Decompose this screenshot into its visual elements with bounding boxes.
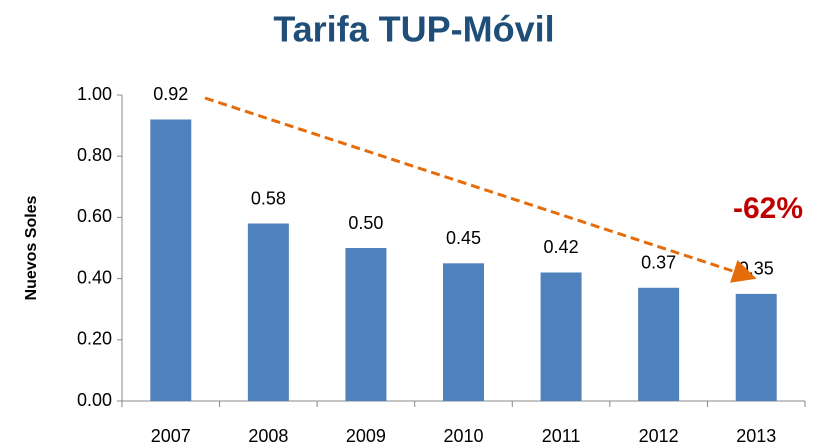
bar: [540, 272, 582, 401]
y-tick-label: 0.00: [77, 390, 112, 410]
x-tick-label: 2012: [639, 426, 679, 446]
y-axis-label: Nuevos Soles: [23, 195, 40, 300]
bar: [638, 287, 680, 401]
y-tick-label: 1.00: [77, 84, 112, 104]
bar: [247, 223, 289, 401]
bar: [443, 263, 484, 401]
data-label: 0.42: [544, 237, 579, 257]
data-label: 0.92: [153, 84, 188, 104]
data-label: 0.45: [446, 228, 481, 248]
data-label: 0.37: [641, 253, 676, 273]
data-label: 0.58: [251, 188, 286, 208]
data-label: 0.50: [348, 213, 383, 233]
x-tick-label: 2010: [443, 426, 483, 446]
chart-title: Tarifa TUP-Móvil: [273, 9, 554, 50]
y-tick-label: 0.60: [77, 206, 112, 226]
bar: [150, 119, 192, 401]
x-tick-label: 2007: [151, 426, 191, 446]
bar: [345, 248, 387, 401]
x-tick-label: 2013: [736, 426, 776, 446]
annotation: -62%: [733, 192, 803, 225]
x-tick-label: 2008: [248, 426, 288, 446]
bar: [735, 293, 777, 401]
trend-arrow: [204, 96, 757, 283]
x-tick-label: 2011: [542, 426, 581, 446]
y-tick-label: 0.80: [77, 145, 112, 165]
y-tick-label: 0.40: [77, 267, 112, 287]
x-tick-label: 2009: [346, 426, 386, 446]
y-tick-label: 0.20: [77, 329, 112, 349]
